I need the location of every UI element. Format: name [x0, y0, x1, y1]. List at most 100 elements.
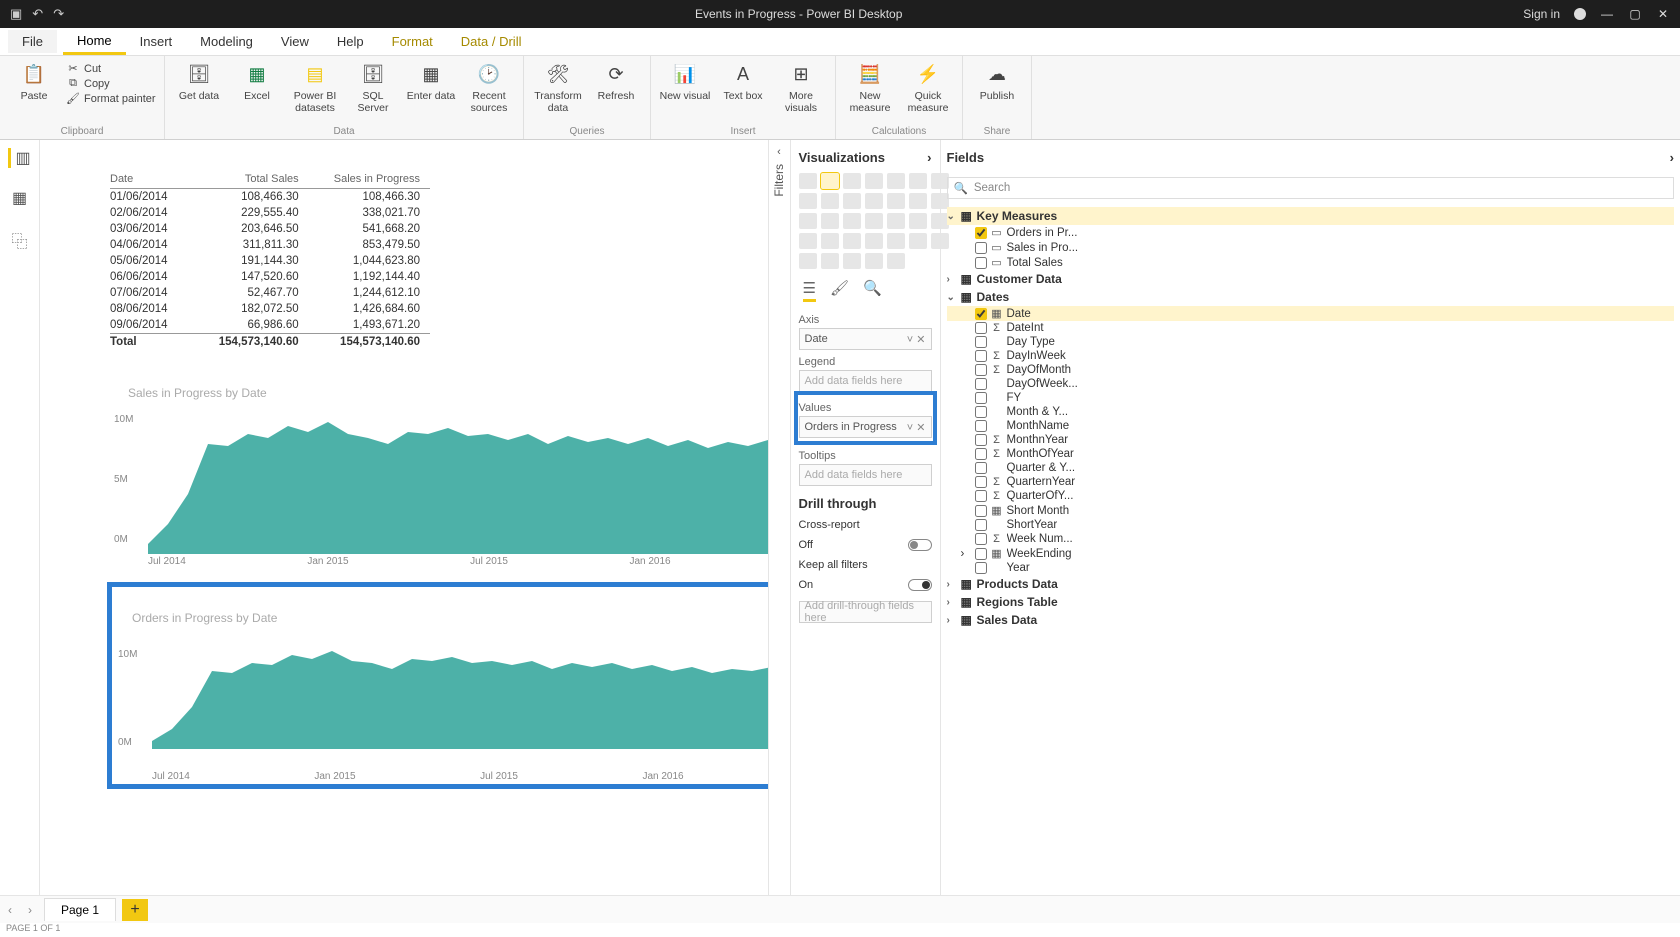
col-total-sales[interactable]: Total Sales — [195, 170, 308, 189]
field-monthname[interactable]: MonthName — [947, 419, 1675, 433]
tab-home[interactable]: Home — [63, 29, 126, 55]
filters-pane-collapsed[interactable]: ‹ Filters — [768, 140, 790, 903]
table-row[interactable]: 02/06/2014229,555.40338,021.70 — [110, 205, 430, 221]
field-quarter-y-[interactable]: Quarter & Y... — [947, 461, 1675, 475]
col-date[interactable]: Date — [110, 170, 195, 189]
cut-button[interactable]: ✂Cut — [66, 62, 156, 75]
new-visual-button[interactable]: 📊New visual — [659, 60, 711, 103]
data-view-icon[interactable]: ▦ — [12, 188, 27, 208]
quick-measure-button[interactable]: ⚡Quick measure — [902, 60, 954, 114]
field-shortyear[interactable]: ShortYear — [947, 518, 1675, 532]
table-key-measures[interactable]: ⌄▦Key Measures — [947, 207, 1675, 225]
transform-data-button[interactable]: 🛠Transform data — [532, 60, 584, 114]
format-tab-icon[interactable]: 🖌 — [830, 279, 849, 302]
field-dayofmonth[interactable]: ΣDayOfMonth — [947, 363, 1675, 377]
tab-help[interactable]: Help — [323, 30, 378, 53]
table-sales-data[interactable]: ›▦Sales Data — [947, 611, 1675, 629]
add-page-button[interactable]: + — [122, 899, 148, 921]
undo-icon[interactable]: ↶ — [32, 6, 43, 22]
table-row[interactable]: 09/06/201466,986.601,493,671.20 — [110, 317, 430, 334]
refresh-button[interactable]: ⟳Refresh — [590, 60, 642, 103]
field-fy[interactable]: FY — [947, 391, 1675, 405]
model-view-icon[interactable]: ⿻ — [11, 228, 27, 252]
tab-insert[interactable]: Insert — [126, 30, 187, 53]
tab-view[interactable]: View — [267, 30, 323, 53]
table-row[interactable]: 05/06/2014191,144.301,044,623.80 — [110, 253, 430, 269]
drill-well[interactable]: Add drill-through fields here — [799, 601, 932, 623]
area-chart-icon[interactable] — [821, 173, 839, 189]
analytics-tab-icon[interactable]: 🔍 — [863, 279, 882, 302]
maximize-icon[interactable]: ▢ — [1628, 7, 1642, 21]
text-box-button[interactable]: AText box — [717, 60, 769, 103]
field-week-num-[interactable]: ΣWeek Num... — [947, 532, 1675, 546]
viz-gallery[interactable] — [799, 173, 932, 269]
fields-search[interactable]: 🔍Search — [947, 177, 1675, 199]
pbi-datasets-button[interactable]: ▤Power BI datasets — [289, 60, 341, 114]
tab-data-drill[interactable]: Data / Drill — [447, 30, 536, 53]
table-row[interactable]: 01/06/2014108,466.30108,466.30 — [110, 189, 430, 206]
tab-format[interactable]: Format — [378, 30, 447, 53]
field-total-sales[interactable]: ▭Total Sales — [947, 255, 1675, 270]
keep-filters-toggle[interactable] — [908, 579, 932, 591]
sales-chart-visual[interactable]: ⫾ ⛶ ⋯ Sales in Progress by Date 10M 5M 0… — [110, 364, 768, 567]
page-next[interactable]: › — [20, 903, 40, 917]
tooltips-well[interactable]: Add data fields here — [799, 464, 932, 486]
more-visuals-button[interactable]: ⊞More visuals — [775, 60, 827, 114]
enter-data-button[interactable]: ▦Enter data — [405, 60, 457, 103]
minimize-icon[interactable]: — — [1600, 7, 1614, 21]
table-row[interactable]: 06/06/2014147,520.601,192,144.40 — [110, 269, 430, 285]
redo-icon[interactable]: ↷ — [53, 6, 64, 22]
legend-well[interactable]: Add data fields here — [799, 370, 932, 392]
copy-button[interactable]: ⧉Copy — [66, 77, 156, 90]
axis-well[interactable]: Date˅ ✕ — [799, 328, 932, 350]
orders-chart-visual[interactable]: ⫾ ⛶ ⋯ Orders in Progress by Date 10M 0M … — [110, 585, 768, 786]
publish-button[interactable]: ☁Publish — [971, 60, 1023, 103]
field-sales-in-pro-[interactable]: ▭Sales in Pro... — [947, 240, 1675, 255]
collapse-viz-icon[interactable]: › — [927, 150, 931, 165]
table-row[interactable]: 08/06/2014182,072.501,426,684.60 — [110, 301, 430, 317]
field-date[interactable]: ▦Date — [947, 306, 1675, 321]
expand-filters-icon[interactable]: ‹ — [777, 146, 781, 158]
report-view-icon[interactable]: ▥ — [8, 148, 30, 168]
field-dateint[interactable]: ΣDateInt — [947, 321, 1675, 335]
field-month-y-[interactable]: Month & Y... — [947, 405, 1675, 419]
col-sales-in-progress[interactable]: Sales in Progress — [309, 170, 430, 189]
table-row[interactable]: 04/06/2014311,811.30853,479.50 — [110, 237, 430, 253]
field-year[interactable]: Year — [947, 561, 1675, 575]
close-icon[interactable]: ✕ — [1656, 7, 1670, 21]
table-customer-data[interactable]: ›▦Customer Data — [947, 270, 1675, 288]
table-row[interactable]: 07/06/201452,467.701,244,612.10 — [110, 285, 430, 301]
field-quarterofy-[interactable]: ΣQuarterOfY... — [947, 489, 1675, 503]
table-visual[interactable]: Date Total Sales Sales in Progress 01/06… — [110, 170, 768, 350]
sql-server-button[interactable]: 🗄SQL Server — [347, 60, 399, 114]
field-orders-in-pr-[interactable]: ▭Orders in Pr... — [947, 225, 1675, 240]
field-quarternyear[interactable]: ΣQuarternYear — [947, 475, 1675, 489]
field-weekending[interactable]: ›▦WeekEnding — [947, 546, 1675, 561]
page-tab[interactable]: Page 1 — [44, 898, 116, 921]
new-measure-button[interactable]: 🧮New measure — [844, 60, 896, 114]
values-well[interactable]: Orders in Progress˅ ✕ — [799, 416, 932, 438]
tab-modeling[interactable]: Modeling — [186, 30, 267, 53]
tab-file[interactable]: File — [8, 30, 57, 53]
field-monthnyear[interactable]: ΣMonthnYear — [947, 433, 1675, 447]
excel-button[interactable]: ▦Excel — [231, 60, 283, 103]
save-icon[interactable]: ▣ — [10, 6, 22, 22]
page-prev[interactable]: ‹ — [0, 903, 20, 917]
field-short-month[interactable]: ▦Short Month — [947, 503, 1675, 518]
table-products-data[interactable]: ›▦Products Data — [947, 575, 1675, 593]
field-day-type[interactable]: Day Type — [947, 335, 1675, 349]
format-painter-button[interactable]: 🖌Format painter — [66, 92, 156, 105]
cross-report-toggle[interactable] — [908, 539, 932, 551]
field-dayinweek[interactable]: ΣDayInWeek — [947, 349, 1675, 363]
table-dates[interactable]: ⌄▦Dates — [947, 288, 1675, 306]
table-row[interactable]: 03/06/2014203,646.50541,668.20 — [110, 221, 430, 237]
paste-button[interactable]: 📋Paste — [8, 60, 60, 103]
signin-link[interactable]: Sign in — [1523, 7, 1560, 21]
recent-sources-button[interactable]: 🕑Recent sources — [463, 60, 515, 114]
fields-tab-icon[interactable]: ☰ — [803, 279, 816, 302]
report-canvas[interactable]: Date Total Sales Sales in Progress 01/06… — [40, 140, 768, 903]
account-avatar[interactable] — [1574, 8, 1586, 20]
get-data-button[interactable]: 🗄Get data — [173, 60, 225, 103]
field-monthofyear[interactable]: ΣMonthOfYear — [947, 447, 1675, 461]
collapse-fields-icon[interactable]: › — [1670, 150, 1674, 165]
